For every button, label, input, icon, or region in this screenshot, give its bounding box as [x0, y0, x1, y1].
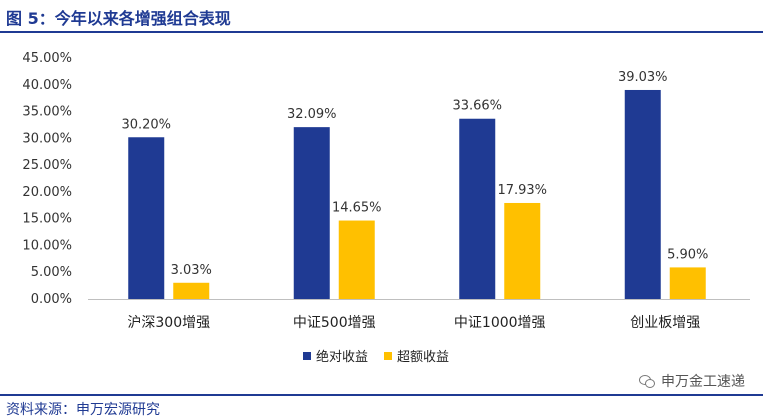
y-tick-label: 5.00%	[31, 265, 72, 280]
legend-label: 超额收益	[397, 350, 449, 365]
bar-absolute-0	[128, 137, 165, 299]
x-category-label: 创业板增强	[630, 315, 700, 331]
bar-excess-3	[669, 267, 706, 299]
data-label: 33.66%	[452, 99, 502, 114]
bar-excess-0	[173, 282, 210, 299]
wechat-icon	[639, 374, 655, 388]
data-label: 17.93%	[497, 183, 547, 198]
y-tick-label: 35.00%	[22, 105, 72, 120]
watermark-text: 申万金工速递	[661, 374, 745, 390]
data-label: 30.20%	[121, 117, 171, 132]
x-category-label: 中证500增强	[293, 315, 376, 331]
figure-title: 图 5：今年以来各增强组合表现	[6, 9, 231, 28]
y-tick-label: 10.00%	[22, 238, 72, 253]
data-label: 32.09%	[287, 107, 337, 122]
y-tick-label: 30.00%	[22, 131, 72, 146]
legend-swatch	[384, 352, 392, 360]
bar-excess-2	[504, 202, 541, 299]
y-axis: 0.00% 5.00% 10.00% 15.00% 20.00% 25.00% 30.00%…	[22, 51, 72, 307]
source-note: 资料来源：申万宏源研究	[6, 402, 160, 418]
bar-absolute-1	[293, 127, 330, 299]
legend-label: 绝对收益	[316, 349, 368, 365]
y-tick-label: 25.00%	[22, 158, 72, 173]
legend-swatch	[303, 352, 311, 360]
bar-absolute-2	[459, 118, 496, 300]
x-category-label: 沪深300增强	[127, 315, 210, 331]
y-tick-label: 20.00%	[22, 185, 72, 200]
bar-excess-1	[338, 220, 375, 299]
source-rule	[0, 394, 763, 396]
title-rule	[0, 31, 763, 33]
y-tick-label: 15.00%	[22, 212, 72, 227]
data-label: 39.03%	[618, 70, 668, 85]
x-category-label: 中证1000增强	[454, 315, 546, 331]
y-tick-label: 40.00%	[22, 78, 72, 93]
y-tick-label: 0.00%	[31, 292, 72, 307]
bar-absolute-3	[624, 89, 661, 300]
bars-group: 30.20% 3.03% 32.09% 14.65% 33.66% 17.93% 39.03…	[121, 70, 708, 300]
data-label: 5.90%	[667, 247, 708, 262]
y-tick-label: 45.00%	[22, 51, 72, 66]
x-axis: 沪深300增强 中证500增强 中证1000增强 创业板增强	[88, 299, 750, 331]
data-label: 14.65%	[332, 201, 382, 216]
data-label: 3.03%	[171, 263, 212, 278]
legend: 绝对收益 超额收益	[303, 349, 449, 365]
watermark: 申万金工速递	[639, 371, 745, 391]
